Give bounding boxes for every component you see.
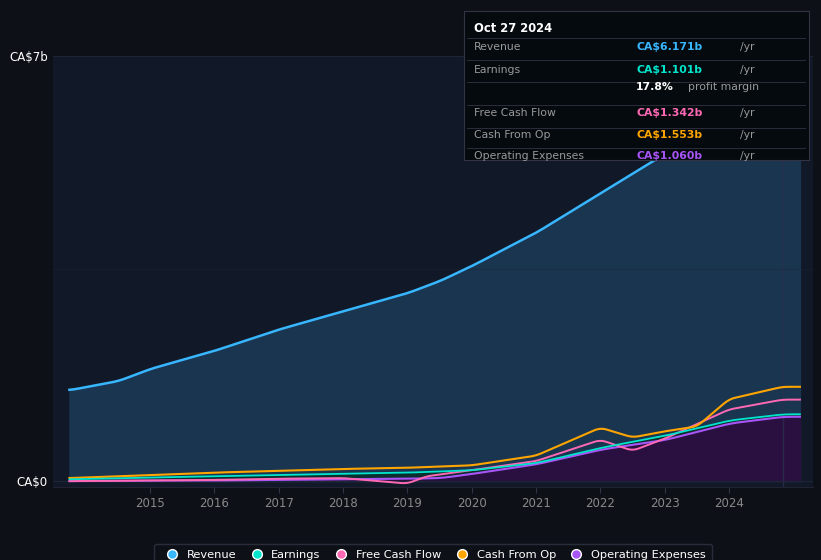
Text: Free Cash Flow: Free Cash Flow [475, 108, 556, 118]
Text: profit margin: profit margin [688, 82, 759, 92]
Text: CA$1.342b: CA$1.342b [636, 108, 703, 118]
Text: Operating Expenses: Operating Expenses [475, 151, 585, 161]
Legend: Revenue, Earnings, Free Cash Flow, Cash From Op, Operating Expenses: Revenue, Earnings, Free Cash Flow, Cash … [154, 544, 712, 560]
Text: 17.8%: 17.8% [636, 82, 674, 92]
Text: CA$1.101b: CA$1.101b [636, 64, 702, 74]
Text: Cash From Op: Cash From Op [475, 130, 551, 140]
Text: Revenue: Revenue [475, 43, 521, 53]
Text: CA$1.060b: CA$1.060b [636, 151, 703, 161]
Text: /yr: /yr [740, 43, 754, 53]
Text: CA$1.553b: CA$1.553b [636, 130, 703, 140]
Text: CA$6.171b: CA$6.171b [636, 43, 703, 53]
Text: /yr: /yr [740, 64, 754, 74]
Text: /yr: /yr [740, 151, 754, 161]
Text: /yr: /yr [740, 108, 754, 118]
Text: Earnings: Earnings [475, 64, 521, 74]
Text: Oct 27 2024: Oct 27 2024 [475, 22, 553, 35]
Text: /yr: /yr [740, 130, 754, 140]
